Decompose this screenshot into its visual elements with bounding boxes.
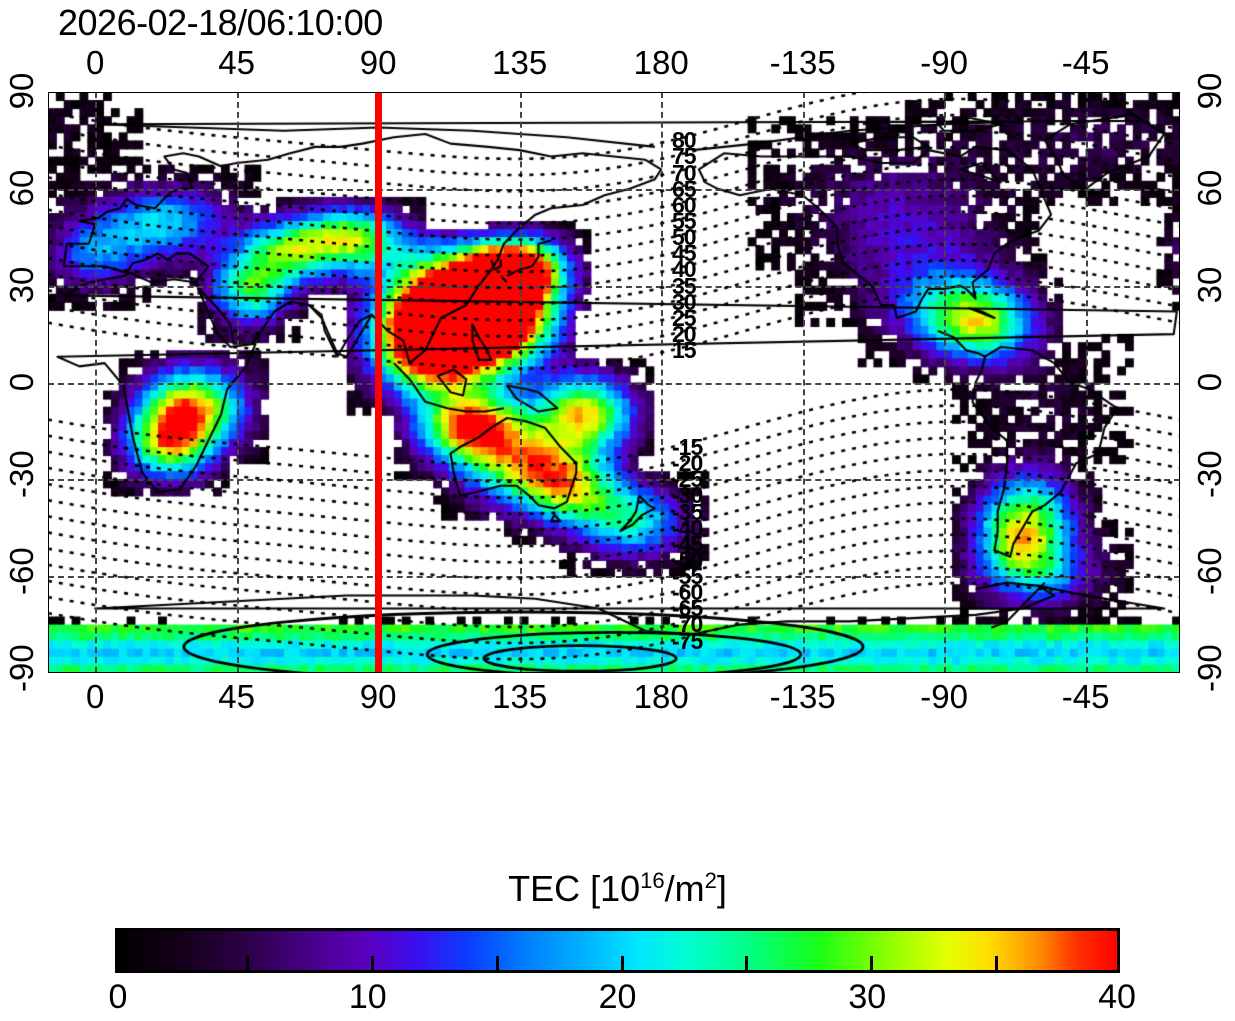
y-axis-tick-label: 0 — [3, 372, 40, 391]
x-axis-tick-label: 90 — [359, 44, 397, 81]
tec-map-plot: 80 75 70 65 60 55 50 45 40 35 30 25 20 15 -15 -20 -25 -30… — [48, 92, 1180, 673]
colorbar-tick-label: 40 — [1098, 978, 1136, 1016]
x-axis-tick-label: -135 — [769, 44, 836, 81]
x-axis-tick-label: -45 — [1061, 44, 1110, 81]
y-axis-tick-label: 90 — [1191, 72, 1228, 110]
x-axis-tick-label: 0 — [85, 44, 105, 81]
magnetic-latitude-label: 55 — [672, 208, 697, 234]
y-axis-tick-label: 30 — [1191, 266, 1228, 304]
map-canvas: 80 75 70 65 60 55 50 45 40 35 30 25 20 15 -15 -20 -25 -30… — [48, 92, 1180, 673]
magnetic-latitude-label: -75 — [672, 627, 703, 654]
y-axis-tick-label: -30 — [3, 450, 40, 499]
colorbar-tick-label: 0 — [108, 978, 128, 1016]
magnetic-latitude-label: -25 — [672, 466, 703, 493]
y-axis-tick-label: -30 — [1191, 450, 1228, 499]
y-axis-tick-label: 30 — [3, 266, 40, 304]
magnetic-latitude-label: 60 — [672, 191, 697, 218]
colorbar-tick-label: 10 — [348, 978, 387, 1016]
colorbar-minor-tick — [745, 956, 749, 970]
x-axis-tick-label: -135 — [769, 678, 836, 715]
colorbar-minor-tick — [370, 956, 374, 970]
x-axis-tick-label: -90 — [920, 44, 968, 81]
x-axis-tick-label: 135 — [492, 678, 548, 715]
x-axis-tick-label: 135 — [492, 44, 548, 81]
magnetic-contour-canvas — [48, 92, 1180, 673]
y-axis-tick-label: 0 — [1191, 372, 1228, 391]
colorbar-tick-label: 20 — [598, 978, 637, 1016]
magnetic-latitude-label: 65 — [672, 175, 697, 202]
colorbar-minor-tick — [495, 956, 499, 970]
magnetic-latitude-label: -60 — [672, 579, 703, 606]
magnetic-latitude-label: 70 — [672, 159, 697, 186]
magnetic-latitude-label: -30 — [672, 482, 703, 509]
magnetic-latitude-label: -40 — [672, 514, 703, 541]
magnetic-latitude-label: 25 — [672, 304, 697, 331]
magnetic-latitude-label: 40 — [672, 256, 697, 283]
y-axis-tick-label: 60 — [3, 169, 40, 207]
y-axis-tick-label: -60 — [1191, 547, 1228, 596]
y-axis-tick-label: -90 — [1191, 644, 1228, 692]
colorbar-title-prefix: TEC [10 — [508, 868, 641, 909]
magnetic-latitude-label: 45 — [672, 240, 697, 267]
x-axis-tick-label: 45 — [218, 678, 256, 715]
x-axis-tick-label: 180 — [633, 44, 689, 81]
colorbar-tick-label: 30 — [848, 978, 887, 1016]
colorbar-gradient — [118, 931, 1117, 970]
x-axis-tick-label: -45 — [1061, 678, 1110, 715]
x-axis-tick-label: 180 — [633, 678, 689, 715]
colorbar-minor-tick — [245, 956, 249, 970]
y-axis-tick-label: 60 — [1191, 169, 1228, 207]
y-axis-tick-label: -90 — [3, 644, 40, 692]
x-axis-tick-label: 0 — [85, 678, 105, 715]
magnetic-latitude-label: 20 — [672, 320, 697, 347]
page-title: 2026-02-18/06:10:00 — [58, 2, 383, 43]
magnetic-latitude-label: -70 — [672, 611, 703, 638]
magnetic-latitude-label: 15 — [672, 337, 697, 364]
colorbar-title-suffix: /m — [664, 868, 705, 909]
magnetic-latitude-label: 80 — [672, 127, 697, 154]
x-axis-tick-label: -90 — [920, 678, 968, 715]
magnetic-latitude-label: -65 — [672, 595, 703, 622]
colorbar-title-close: ] — [716, 868, 727, 909]
y-axis-tick-label: 90 — [3, 72, 40, 110]
magnetic-latitude-label: 75 — [672, 143, 697, 170]
magnetic-latitude-label: -20 — [672, 450, 703, 477]
magnetic-latitude-label: 50 — [672, 224, 697, 251]
magnetic-latitude-label: -45 — [672, 530, 703, 557]
y-axis-tick-label: -60 — [3, 547, 40, 596]
red-meridian-line — [375, 92, 383, 673]
magnetic-latitude-label: -15 — [672, 433, 703, 460]
x-axis-tick-label: 90 — [359, 678, 397, 715]
magnetic-latitude-label: -35 — [672, 498, 703, 525]
colorbar-minor-tick — [620, 956, 624, 970]
colorbar-minor-tick — [995, 956, 999, 970]
colorbar-title-exp2: 2 — [704, 868, 717, 893]
magnetic-latitude-label: -50 — [672, 546, 703, 573]
magnetic-latitude-label: -55 — [672, 563, 703, 590]
colorbar[interactable] — [115, 928, 1120, 973]
magnetic-latitude-label: 30 — [672, 288, 697, 315]
x-axis-tick-label: 45 — [218, 44, 256, 81]
colorbar-minor-tick — [870, 956, 874, 970]
magnetic-latitude-label: 35 — [672, 272, 697, 299]
colorbar-title: TEC [1016/m2] — [0, 868, 1235, 910]
frame-outline — [48, 92, 1180, 673]
colorbar-title-exp: 16 — [640, 868, 665, 893]
